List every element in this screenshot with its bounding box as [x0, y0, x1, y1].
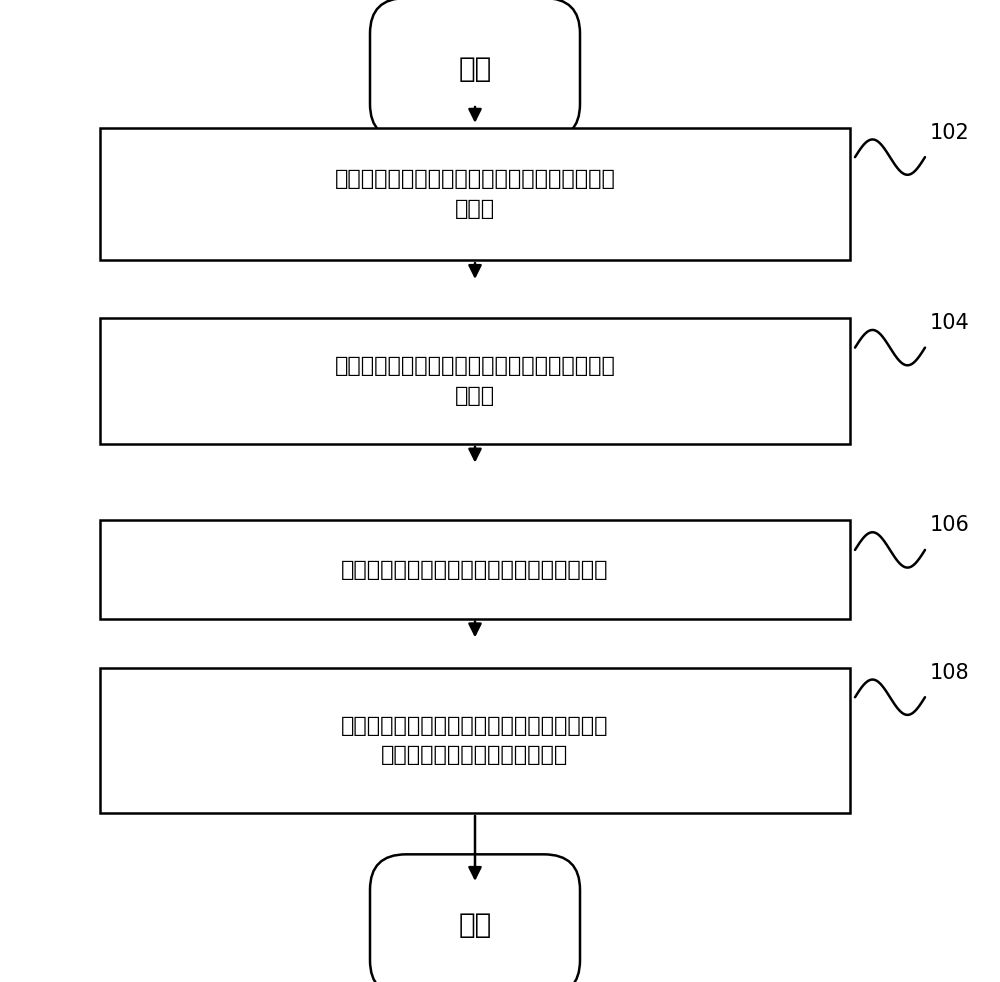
Text: 结束: 结束: [458, 911, 492, 939]
Text: 控制冰箱进入自然化霜模式运行第一停机时长
后，使加热器工作直至化霜结束: 控制冰箱进入自然化霜模式运行第一停机时长 后，使加热器工作直至化霜结束: [341, 716, 609, 765]
Text: 104: 104: [930, 313, 970, 333]
Text: 当冰箱满足化霜条件时，判断压缩机是否处于停
机状态: 当冰箱满足化霜条件时，判断压缩机是否处于停 机状态: [335, 169, 615, 219]
Text: 如果压缩机处于停机状态，记录压缩机的第一停
机时长: 如果压缩机处于停机状态，记录压缩机的第一停 机时长: [335, 356, 615, 406]
FancyBboxPatch shape: [100, 520, 850, 619]
FancyBboxPatch shape: [370, 854, 580, 982]
FancyBboxPatch shape: [100, 318, 850, 444]
Text: 108: 108: [930, 663, 970, 682]
Text: 102: 102: [930, 123, 970, 142]
FancyBboxPatch shape: [370, 0, 580, 139]
FancyBboxPatch shape: [100, 128, 850, 260]
Text: 控制压缩机正常运行第一预定时长后再次停机: 控制压缩机正常运行第一预定时长后再次停机: [341, 560, 609, 579]
Text: 开始: 开始: [458, 55, 492, 82]
Text: 106: 106: [930, 516, 970, 535]
FancyBboxPatch shape: [100, 668, 850, 813]
